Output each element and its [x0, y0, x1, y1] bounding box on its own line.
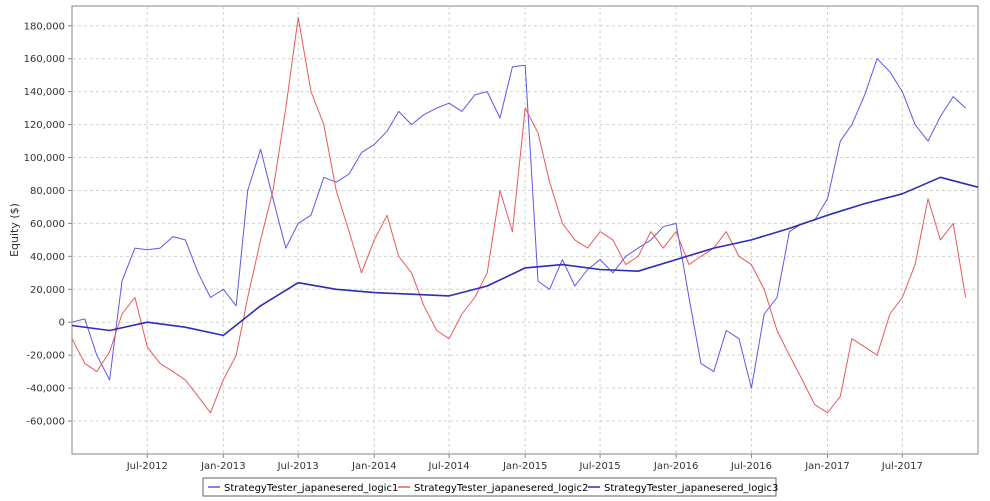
y-tick-label: -40,000 — [26, 384, 65, 395]
series-lines — [71, 17, 979, 414]
x-tick-label: Jan-2013 — [200, 461, 245, 472]
series-line-1 — [71, 58, 966, 389]
legend: StrategyTester_japanesered_logic1 Strateg… — [208, 483, 778, 494]
legend-label: StrategyTester_japanesered_logic1 — [224, 483, 398, 494]
y-tick-label: 60,000 — [30, 219, 65, 230]
y-axis-title: Equity ($) — [8, 203, 21, 257]
x-tick-label: Jul-2013 — [277, 461, 319, 472]
y-tick-label: 140,000 — [24, 87, 65, 98]
series-line-2 — [71, 17, 967, 414]
y-axis: -60,000 -40,000 -20,000 0 20,000 40,000 60,000… — [24, 21, 72, 428]
y-tick-label: 40,000 — [30, 252, 65, 263]
y-tick-label: 180,000 — [24, 21, 65, 32]
x-tick-label: Jan-2017 — [804, 461, 849, 472]
x-axis: Jul-2012 Jan-2013 Jul-2013 Jan-2014 Jul-2014… — [126, 454, 923, 472]
x-tick-label: Jul-2017 — [881, 461, 923, 472]
y-tick-label: 100,000 — [24, 153, 65, 164]
x-tick-label: Jul-2012 — [126, 461, 168, 472]
series-line-3 — [71, 176, 979, 337]
x-tick-label: Jan-2016 — [653, 461, 698, 472]
y-tick-label: 120,000 — [24, 120, 65, 131]
legend-label: StrategyTester_japanesered_logic3 — [604, 483, 778, 494]
y-tick-label: 0 — [59, 318, 65, 329]
y-tick-label: 20,000 — [30, 285, 65, 296]
x-tick-label: Jan-2014 — [351, 461, 396, 472]
y-tick-label: 160,000 — [24, 54, 65, 65]
y-tick-label: 80,000 — [30, 186, 65, 197]
x-tick-label: Jul-2014 — [428, 461, 470, 472]
legend-label: StrategyTester_japanesered_logic2 — [414, 483, 588, 494]
legend-box — [202, 477, 777, 497]
y-tick-label: -20,000 — [26, 351, 65, 362]
y-tick-label: -60,000 — [26, 417, 65, 428]
grid-lines — [72, 6, 978, 454]
x-tick-label: Jan-2015 — [502, 461, 547, 472]
x-tick-label: Jul-2015 — [578, 461, 620, 472]
x-tick-label: Jul-2016 — [730, 461, 772, 472]
